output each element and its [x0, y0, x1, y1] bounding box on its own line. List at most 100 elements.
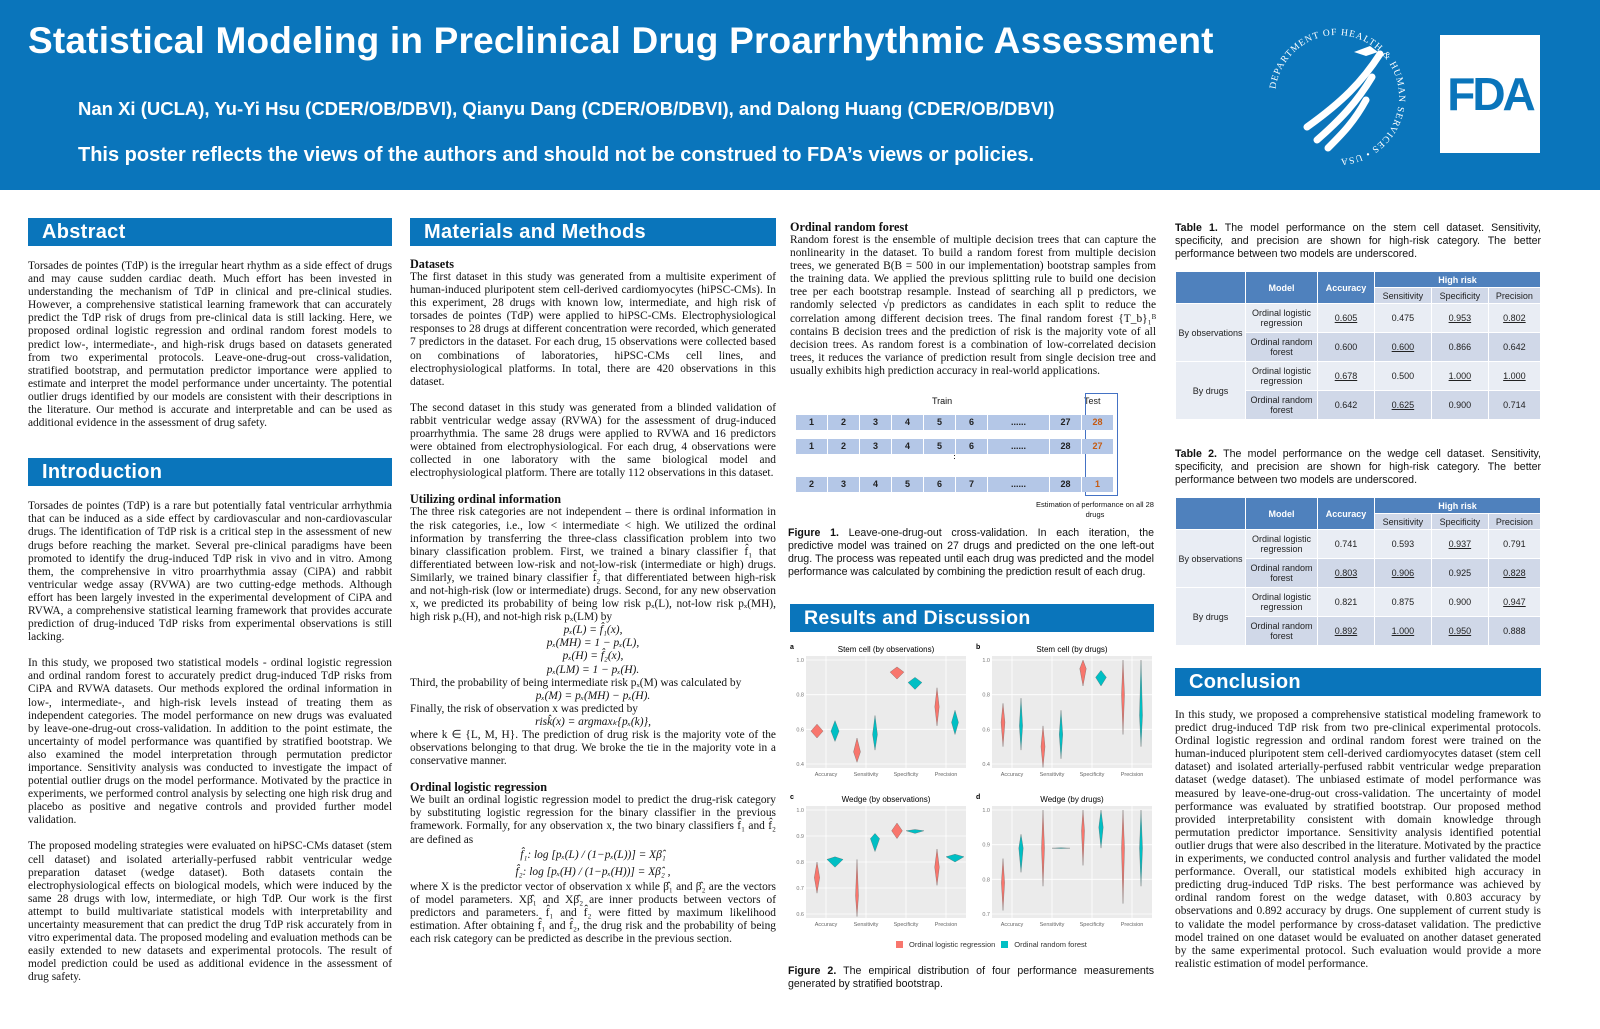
- violin-orf: [945, 854, 965, 863]
- legend-label: Ordinal random forest: [1014, 940, 1087, 949]
- value-cell: 0.475: [1373, 303, 1432, 333]
- value-cell: 0.678: [1317, 361, 1375, 391]
- group-label: By drugs: [1175, 587, 1246, 646]
- table-1-caption: Table 1. The model performance on the st…: [1175, 222, 1541, 260]
- table-2: Model Accuracy High risk Sensitivity Spec…: [1175, 497, 1542, 646]
- results-heading: Results and Discussion: [790, 604, 1154, 632]
- y-tick-label: 0.8: [796, 860, 804, 866]
- abstract-heading: Abstract: [28, 218, 392, 246]
- model-cell: Ordinal random forest: [1245, 558, 1318, 588]
- violin-olr: [855, 859, 859, 917]
- header-accuracy: Accuracy: [1317, 271, 1375, 304]
- x-tick-label: Precision: [935, 922, 958, 928]
- y-tick-label: 1.0: [796, 658, 804, 664]
- value-cell: 0.600: [1373, 332, 1432, 362]
- panel-title: Stem cell (by observations): [838, 645, 935, 654]
- value-cell: 0.906: [1373, 558, 1432, 588]
- violin-orf: [905, 829, 925, 834]
- violin-olr: [1081, 809, 1085, 866]
- table-row: By drugs Ordinal logistic regression 0.678…: [1175, 361, 1542, 420]
- value-cell: 0.600: [1317, 332, 1375, 362]
- x-tick-label: Precision: [935, 772, 958, 778]
- ordinal-paragraph: The three risk categories are not indepe…: [410, 506, 776, 624]
- model-cell: Ordinal logistic regression: [1245, 529, 1318, 559]
- violin-orf: [907, 677, 923, 690]
- train-drug-cell: 3: [828, 477, 859, 492]
- train-drug-cell: 1: [796, 415, 827, 430]
- train-drug-cell: 7: [956, 477, 987, 492]
- table-2-caption: Table 2. The model performance on the we…: [1175, 448, 1541, 486]
- value-cell: 1.000: [1430, 361, 1489, 391]
- figure-1-caption: Figure 1. Leave-one-drug-out cross-valid…: [788, 527, 1154, 578]
- value-cell: 0.925: [1430, 558, 1489, 588]
- table-row: Ordinal random forest 0.600 0.600 0.866 0.64…: [1176, 332, 1542, 362]
- panel-letter: d: [976, 794, 980, 801]
- value-cell: 0.642: [1317, 390, 1375, 420]
- intro-paragraph: The proposed modeling strategies were ev…: [28, 840, 392, 984]
- violin-orf: [826, 856, 844, 868]
- panel-letter: c: [790, 794, 794, 801]
- header-high-risk: High risk: [1373, 497, 1542, 514]
- y-tick-label: 1.0: [982, 658, 990, 664]
- value-cell: 0.605: [1317, 303, 1375, 333]
- violin-orf: [1139, 659, 1143, 747]
- intro-paragraph: Torsades de pointes (TdP) is a rare but …: [28, 500, 392, 644]
- figure-2-caption: Figure 2. The empirical distribution of …: [788, 965, 1154, 990]
- value-cell: 0.866: [1430, 332, 1489, 362]
- group-label: By observations: [1175, 529, 1246, 588]
- x-tick-label: Accuracy: [815, 772, 838, 778]
- violin-olr: [853, 737, 861, 763]
- train-drug-cell: 4: [860, 477, 891, 492]
- orf-paragraph: Random forest is the ensemble of multipl…: [790, 234, 1156, 377]
- violin-orf: [870, 833, 880, 853]
- y-tick-label: 0.7: [982, 912, 990, 918]
- violin-olr: [1041, 809, 1045, 887]
- value-cell: 0.821: [1317, 587, 1375, 617]
- y-tick-label: 0.9: [796, 834, 804, 840]
- header-high-risk: High risk: [1373, 271, 1542, 288]
- y-tick-label: 0.9: [982, 843, 990, 849]
- value-cell: 0.828: [1487, 558, 1542, 588]
- panel-letter: a: [790, 644, 794, 651]
- header-precision: Precision: [1487, 287, 1542, 304]
- train-label: Train: [932, 396, 953, 406]
- column-1: Abstract Torsades de pointes (TdP) is th…: [28, 218, 392, 985]
- column-2: Materials and Methods Datasets The first…: [410, 218, 776, 946]
- value-cell: 1.000: [1373, 616, 1432, 646]
- violin-panel-a: a Stem cell (by observations) 0.4 0.6 0.8 1.0…: [790, 644, 966, 778]
- legend-label: Ordinal logistic regression: [909, 940, 996, 949]
- train-drug-cell: 6: [924, 477, 955, 492]
- value-cell: 0.937: [1430, 529, 1489, 559]
- datasets-title: Datasets: [410, 257, 455, 271]
- table-row: By drugs Ordinal logistic regression 0.821…: [1175, 587, 1542, 646]
- violin-orf: [1018, 834, 1024, 873]
- value-cell: 0.892: [1317, 616, 1375, 646]
- value-cell: 0.625: [1373, 390, 1432, 420]
- group-label: By drugs: [1175, 361, 1246, 420]
- introduction-heading: Introduction: [28, 458, 392, 487]
- x-tick-label: Specificity: [894, 922, 919, 928]
- table-row: Ordinal random forest 0.892 1.000 0.950 0.88…: [1176, 616, 1542, 646]
- estimation-label: Estimation of performance on all 28 drug…: [1036, 500, 1154, 519]
- y-tick-label: 0.4: [982, 762, 990, 768]
- datasets-paragraph: The first dataset in this study was gene…: [410, 271, 776, 388]
- x-tick-label: Accuracy: [1001, 922, 1024, 928]
- violin-olr: [1079, 659, 1087, 687]
- model-cell: Ordinal logistic regression: [1245, 303, 1318, 333]
- y-tick-label: 0.8: [796, 693, 804, 699]
- model-cell: Ordinal random forest: [1245, 616, 1318, 646]
- train-drug-cell: 3: [860, 415, 891, 430]
- figure-2-legend: Ordinal logistic regression Ordinal rando…: [896, 940, 1087, 949]
- poster-header: Statistical Modeling in Preclinical Drug…: [0, 0, 1600, 190]
- equation: pₓ(MH) = 1 − pₓ(L),: [546, 637, 640, 650]
- test-drug-cell: 28: [1082, 415, 1113, 430]
- model-cell: Ordinal logistic regression: [1245, 361, 1318, 391]
- violin-panel-c: c Wedge (by observations) 0.6 0.7 0.8 0.9 1.0 A…: [790, 794, 966, 928]
- equation: pₓ(H) = f̂₂(x),: [562, 650, 624, 663]
- violin-olr: [934, 848, 940, 886]
- value-cell: 0.953: [1430, 303, 1489, 333]
- violin-panel-b: b Stem cell (by drugs) 0.4 0.6 0.8 1.0 Accurac…: [976, 644, 1152, 778]
- x-tick-label: Sensitivity: [854, 922, 879, 928]
- column-3: Ordinal random forest Random forest is t…: [790, 221, 1156, 392]
- value-cell: 0.947: [1487, 587, 1542, 617]
